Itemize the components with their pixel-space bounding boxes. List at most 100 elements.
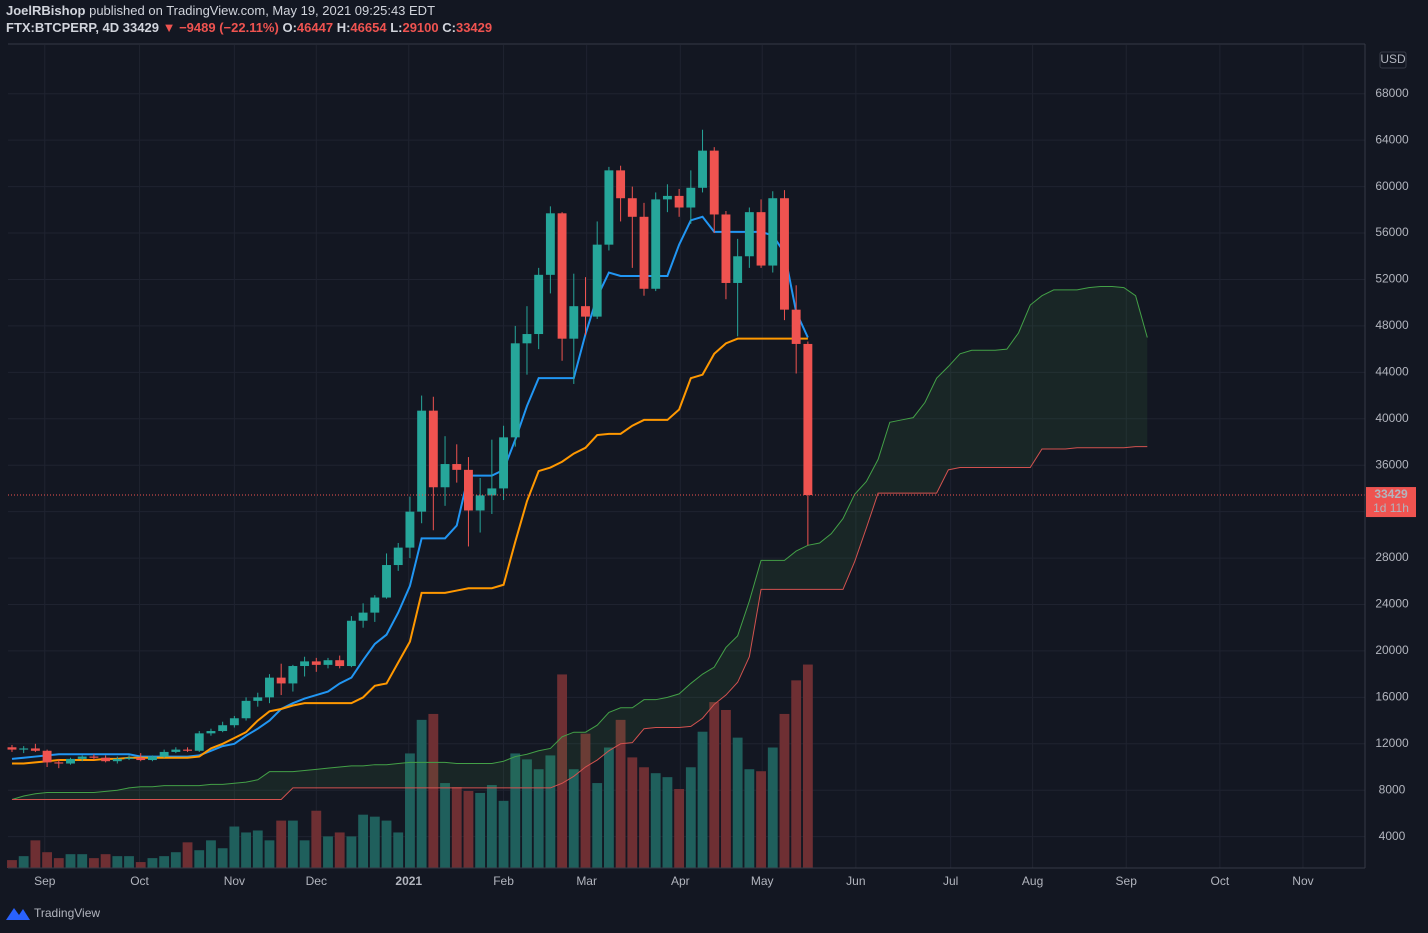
volume-bar [756,771,766,868]
y-tick-label: 64000 [1375,132,1409,146]
volume-bar [264,840,275,868]
candle-body [183,749,192,751]
candle-body [780,198,789,310]
volume-bar [182,842,193,868]
close-label: C: [442,20,456,35]
volume-bar [592,783,603,868]
volume-bar [252,830,263,868]
volume-bar [721,709,731,868]
volume-bar [557,674,567,868]
candle-body [651,199,661,289]
candle-body [323,660,333,665]
candle-body [42,750,52,763]
volume-bar [53,858,64,868]
x-tick-label: Nov [1292,874,1313,888]
volume-bar [194,850,205,868]
y-tick-label: 68000 [1375,86,1409,100]
volume-bar [475,792,486,868]
candle-body [756,212,766,266]
volume-bar [627,757,638,868]
volume-bar [7,860,17,868]
volume-bar [323,836,333,868]
x-tick-label: Apr [671,874,690,888]
candle-body [475,495,485,511]
candle-body [744,212,754,257]
volume-bar [498,800,509,868]
y-tick-label: 16000 [1375,690,1409,704]
candle-body [358,612,368,621]
candle-body [733,256,743,283]
volume-bar [533,769,544,868]
price-tag-value: 33429 [1374,487,1408,501]
volume-bar [662,777,673,868]
volume-bar [744,769,755,868]
candle-body [30,748,40,751]
candle-body [803,343,813,496]
arrow: ▼ [163,20,176,35]
x-tick-label: Oct [1211,874,1230,888]
candle-body [440,464,450,488]
volume-bar [486,785,497,868]
volume-bar [241,832,251,868]
candle-body [112,758,122,762]
candle-body [136,757,146,761]
volume-bar [451,787,462,868]
volume-bar [428,713,439,868]
cloud-fill [11,286,1148,800]
volume-bar [100,854,111,868]
candle-body [194,733,204,751]
volume-bar [369,816,380,868]
candle-body [19,748,29,750]
volume-bar [159,856,170,868]
volume-bar [287,820,298,868]
published: published on TradingView.com, May 19, 20… [89,3,435,18]
volume-bar [510,753,521,868]
x-tick-label: Aug [1022,874,1043,888]
candle-body [218,725,228,732]
candle-body [592,244,602,317]
candle-body [159,751,169,757]
open-value: 46447 [297,20,333,35]
volume-bar [779,713,790,868]
volume-bar [697,731,708,868]
candle-body [791,309,801,344]
publish-line: JoelRBishop published on TradingView.com… [6,3,435,18]
volume-bar [568,769,579,868]
candle-body [265,677,274,698]
candle-body [464,469,473,511]
candle-body [499,437,509,489]
change: −9489 (−22.11%) [179,20,279,35]
volume-bar [650,773,661,868]
candle-body [77,756,87,759]
y-tick-label: 52000 [1375,272,1409,286]
x-tick-label: Jun [846,874,865,888]
volume-bar [639,767,649,868]
volume-bar [311,810,322,868]
volume-bar [88,858,99,868]
x-tick-label: Mar [576,874,597,888]
volume-bar [112,856,123,868]
volume-bar [674,788,685,868]
high-value: 46654 [350,20,387,35]
candle-body [370,597,380,613]
y-tick-label: 56000 [1375,225,1409,239]
candle-body [534,274,544,335]
candle-body [346,620,356,667]
symbol-line: FTX:BTCPERP, 4D 33429 ▼ −9489 (−22.11%) … [6,20,492,35]
volume-bar [299,840,310,868]
candle-body [89,756,99,758]
volume-bar [709,702,720,868]
y-tick-label: 20000 [1375,643,1409,657]
volume-bar [405,753,415,868]
candle-body [674,195,684,208]
volume-bar [393,832,404,868]
indicator-line [11,446,1148,801]
x-tick-label: Oct [130,874,149,888]
candle-body [452,464,462,470]
volume-bar [217,848,228,868]
high-label: H: [337,20,351,35]
x-tick-label: 2021 [395,874,422,888]
countdown: 1d 11h [1373,501,1409,515]
candle-body [241,700,251,719]
